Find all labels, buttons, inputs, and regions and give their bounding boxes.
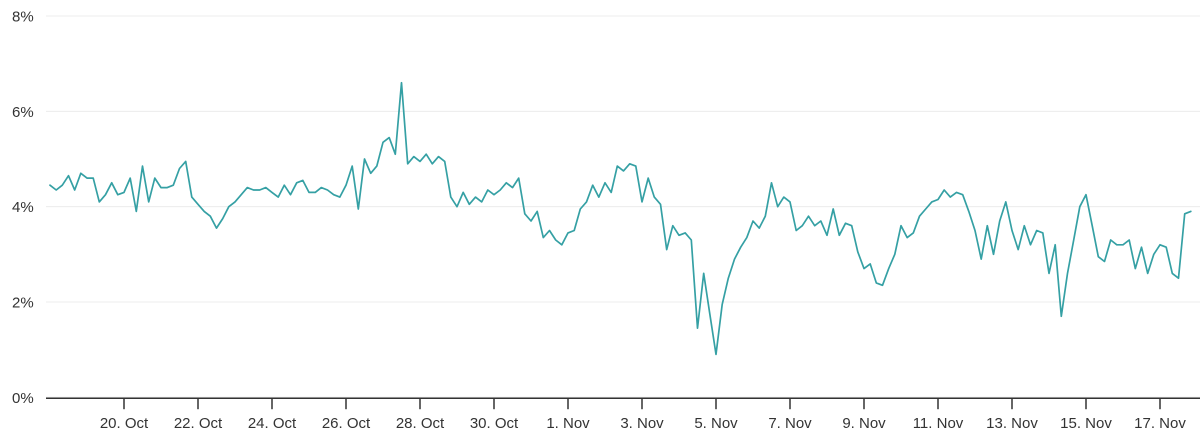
x-axis-label-13--Nov: 13. Nov [986,415,1038,432]
x-axis-label-28--Oct: 28. Oct [396,415,445,432]
x-axis-label-5--Nov: 5. Nov [694,415,738,432]
x-axis-label-17--Nov: 17. Nov [1134,415,1186,432]
x-axis-label-30--Oct: 30. Oct [470,415,519,432]
series-line-value-percent[interactable] [49,81,1192,356]
y-axis-label-2pct: 2% [12,294,34,311]
x-axis-label-22--Oct: 22. Oct [174,415,223,432]
x-axis-label-26--Oct: 26. Oct [322,415,371,432]
x-axis-label-15--Nov: 15. Nov [1060,415,1112,432]
x-axis-label-9--Nov: 9. Nov [842,415,886,432]
y-axis-label-0pct: 0% [12,390,34,407]
x-axis-label-20--Oct: 20. Oct [100,415,149,432]
x-axis-label-1--Nov: 1. Nov [546,415,590,432]
x-axis-label-7--Nov: 7. Nov [768,415,812,432]
x-axis-label-3--Nov: 3. Nov [620,415,664,432]
x-axis-label-24--Oct: 24. Oct [248,415,297,432]
y-axis-label-6pct: 6% [12,104,34,121]
y-axis-label-8pct: 8% [12,9,34,26]
y-axis-label-4pct: 4% [12,199,34,216]
x-axis-label-11--Nov: 11. Nov [913,415,964,432]
